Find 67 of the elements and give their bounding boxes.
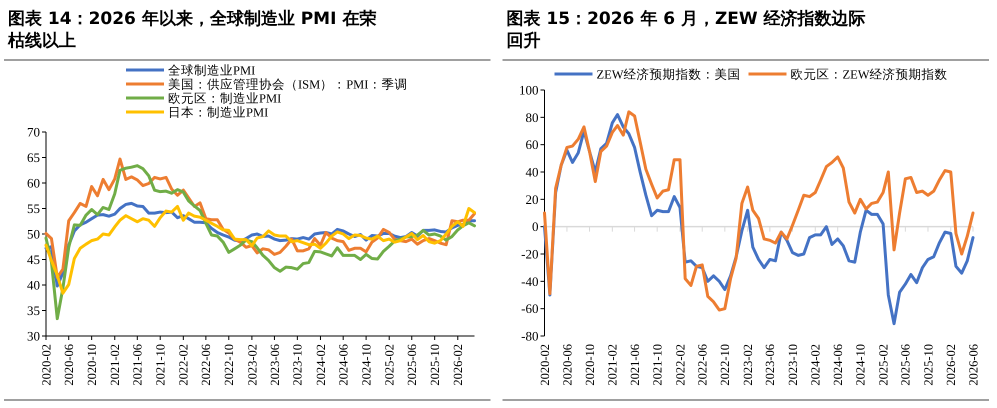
legend-label: 欧元区：制造业PMI xyxy=(168,92,282,106)
x-tick-label: 2020-10 xyxy=(582,344,597,386)
x-tick-label: 2024-06 xyxy=(336,344,351,386)
x-tick-label: 2021-06 xyxy=(130,344,145,386)
y-tick-label: 100 xyxy=(519,82,538,98)
x-tick-label: 2020-10 xyxy=(85,344,100,386)
legend-label: 美国：供应管理协会（ISM）：PMI：季调 xyxy=(168,76,408,92)
x-tick-label: 2021-02 xyxy=(606,344,620,386)
y-tick-label: 60 xyxy=(526,137,538,152)
y-tick-label: -20 xyxy=(521,246,538,262)
y-tick-label: -40 xyxy=(521,274,538,289)
x-tick-label: 2025-06 xyxy=(898,344,913,386)
y-tick-label: 65 xyxy=(27,150,40,166)
y-tick-label: 60 xyxy=(27,176,40,191)
y-tick-label: 55 xyxy=(27,201,40,216)
x-tick-label: 2021-06 xyxy=(628,344,642,386)
x-tick-label: 2020-02 xyxy=(39,344,54,386)
chart-title: 图表 15：2026 年 6 月，ZEW 经济指数边际回升 xyxy=(506,9,866,51)
x-tick-label: 2023-06 xyxy=(268,344,282,386)
x-tick-label: 2023-06 xyxy=(763,344,778,386)
y-tick-label: -60 xyxy=(521,301,538,316)
x-tick-label: 2023-02 xyxy=(741,344,756,386)
x-tick-label: 2025-10 xyxy=(428,344,442,386)
x-tick-label: 2021-10 xyxy=(154,344,168,386)
x-tick-label: 2023-10 xyxy=(786,344,800,386)
y-tick-label: 45 xyxy=(27,252,40,268)
x-tick-label: 2024-06 xyxy=(831,344,846,386)
x-tick-label: 2020-06 xyxy=(62,344,76,386)
x-tick-label: 2020-06 xyxy=(560,344,574,386)
legend-label: 日本：制造业PMI xyxy=(168,106,268,120)
x-tick-label: 2024-10 xyxy=(359,344,374,386)
x-tick-label: 2026-02 xyxy=(944,344,958,386)
y-tick-label: 30 xyxy=(27,328,40,344)
x-tick-label: 2020-02 xyxy=(538,344,552,386)
x-tick-label: 2025-06 xyxy=(405,344,420,386)
x-tick-label: 2026-06 xyxy=(966,344,980,386)
x-tick-label: 2023-02 xyxy=(245,344,260,386)
y-tick-label: 70 xyxy=(27,124,40,140)
x-tick-label: 2023-10 xyxy=(290,344,305,386)
x-tick-label: 2024-02 xyxy=(314,344,328,386)
x-tick-label: 2025-10 xyxy=(921,344,936,386)
x-tick-label: 2025-02 xyxy=(876,344,890,386)
y-tick-label: 50 xyxy=(27,226,40,242)
x-tick-label: 2024-02 xyxy=(808,344,823,386)
y-tick-label: 20 xyxy=(526,192,538,207)
x-tick-label: 2026-02 xyxy=(451,344,466,386)
y-tick-label: 0 xyxy=(532,219,538,234)
y-tick-label: 40 xyxy=(27,278,40,293)
y-tick-label: -80 xyxy=(521,328,538,344)
legend-label: 全球制造业PMI xyxy=(168,64,256,78)
x-tick-label: 2022-10 xyxy=(718,344,732,386)
x-tick-label: 2024-10 xyxy=(854,344,868,386)
x-tick-label: 2022-10 xyxy=(222,344,236,386)
line-series xyxy=(44,164,476,320)
y-tick-label: 40 xyxy=(526,164,538,180)
legend-label: 欧元区：ZEW经济预期指数 xyxy=(790,68,948,82)
x-tick-label: 2022-06 xyxy=(696,344,710,386)
x-tick-label: 2021-02 xyxy=(108,344,122,386)
chart-title: 图表 14：2026 年以来，全球制造业 PMI 在荣枯线以上 xyxy=(7,9,376,51)
x-tick-label: 2022-02 xyxy=(176,344,191,386)
y-tick-label: 80 xyxy=(526,110,538,125)
x-tick-label: 2022-02 xyxy=(673,344,688,386)
x-tick-label: 2025-02 xyxy=(382,344,397,386)
x-tick-label: 2021-10 xyxy=(650,344,665,386)
x-tick-label: 2022-06 xyxy=(199,344,214,386)
legend-label: ZEW经济预期指数：美国 xyxy=(596,66,741,82)
y-tick-label: 35 xyxy=(27,303,40,318)
